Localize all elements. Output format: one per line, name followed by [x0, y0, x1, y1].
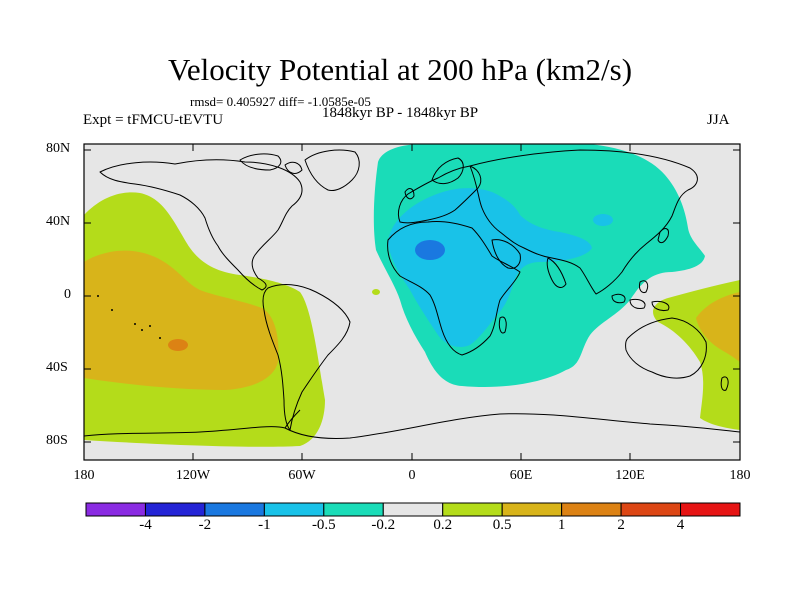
period-label: 1848kyr BP - 1848kyr BP [322, 105, 479, 121]
coast-asia [469, 149, 698, 295]
season-label: JJA [707, 112, 730, 128]
coast-japan [657, 228, 669, 244]
contour-pacific-max [168, 339, 188, 351]
coast-britain [404, 188, 415, 200]
colorbar [85, 502, 741, 517]
coast-south-america [262, 284, 351, 431]
pacific-island [149, 325, 151, 327]
lon-label-60e: 60E [509, 468, 533, 483]
lat-label-40s: 40S [46, 360, 68, 375]
coast-scandinavia [431, 157, 464, 185]
colorbar-box [323, 502, 384, 517]
lat-label-80s: 80S [46, 433, 68, 448]
coast-new-zealand [720, 376, 729, 391]
colorbar-label: 2 [617, 517, 625, 533]
lon-label-180e: 180 [729, 468, 751, 483]
colorbar-box [501, 502, 563, 517]
lat-label-0: 0 [64, 287, 71, 302]
colorbar-label: -2 [198, 517, 212, 533]
pacific-island [159, 337, 161, 339]
lon-label-120e: 120E [615, 468, 645, 483]
figure-title: Velocity Potential at 200 hPa (km2/s) [167, 52, 633, 87]
colorbar-box [263, 502, 325, 517]
coast-north-america [99, 159, 303, 291]
colorbar-box [144, 502, 206, 517]
colorbar-label: -4 [139, 517, 152, 533]
colorbar-label: 1 [557, 517, 566, 533]
lon-label-0: 0 [408, 468, 416, 483]
colorbar-box [85, 502, 146, 517]
contour-westpacific-orange [696, 292, 740, 362]
colorbar-label: 0.2 [433, 517, 453, 533]
colorbar-box [680, 502, 741, 517]
colorbar-label: -1 [258, 517, 271, 533]
coast-indonesia [611, 280, 670, 311]
coast-madagascar [498, 316, 507, 334]
contour-atlantic-green [372, 289, 380, 295]
colorbar-label: 4 [676, 517, 685, 533]
contour-africa-min [415, 240, 445, 260]
pacific-island [111, 309, 113, 311]
coast-europe [397, 165, 482, 224]
colorbar-box [620, 502, 682, 517]
lat-label-80n: 80N [46, 141, 71, 156]
colorbar-label: -0.2 [371, 517, 396, 533]
coast-arctic-islands [239, 153, 303, 174]
coast-antarctic-peninsula [284, 409, 301, 429]
pacific-island [134, 323, 136, 325]
colorbar-label: -0.5 [311, 517, 336, 533]
lat-label-40n: 40N [46, 214, 71, 229]
coast-antarctica [84, 413, 740, 439]
colorbar-box [204, 502, 265, 517]
colorbar-label: 0.5 [492, 517, 512, 533]
pacific-island [97, 295, 99, 297]
experiment-label: Expt = tFMCU-tEVTU [83, 112, 224, 128]
pacific-island [141, 329, 143, 331]
coast-australia [625, 317, 707, 379]
coast-arabia [491, 239, 521, 269]
coast-india [546, 257, 567, 288]
colorbar-box [382, 502, 444, 517]
stats-label: rmsd= 0.405927 diff= -1.0585e-05 [190, 94, 371, 109]
coast-africa [387, 221, 521, 356]
colorbar-box [561, 502, 622, 517]
contour-pacific-orange [84, 250, 279, 390]
coast-greenland [304, 149, 360, 191]
colorbar-box [442, 502, 503, 517]
lon-label-180w: 180 [73, 468, 95, 483]
lon-label-60w: 60W [288, 468, 316, 483]
contour-asia-blue-small [593, 214, 613, 226]
contour-afroeurasia-blue [388, 188, 592, 347]
lon-label-120w: 120W [175, 468, 211, 483]
